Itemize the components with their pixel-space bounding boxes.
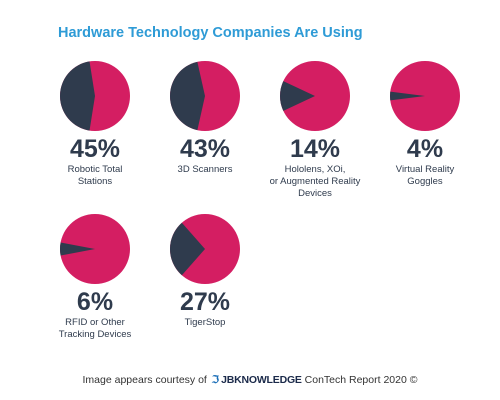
category-label: 3D Scanners <box>177 164 233 175</box>
pie-chart <box>280 61 350 131</box>
pie-chart <box>60 61 130 131</box>
pie-cell: 43% 3D Scanners <box>150 60 260 176</box>
footer-prefix: Image appears courtesy of <box>82 374 207 386</box>
footer-suffix: ConTech Report 2020 © <box>304 374 418 386</box>
pie-chart <box>390 61 460 131</box>
pie-cell: 4% Virtual Reality Goggles <box>370 60 480 188</box>
pie-slice-value <box>390 91 425 101</box>
percent-label: 43% <box>179 135 231 163</box>
percent-label: 6% <box>76 288 114 316</box>
category-label: Hololens, XOi, or Augmented Reality Devi… <box>269 164 361 199</box>
pie-slice-value <box>169 61 205 131</box>
category-label: TigerStop <box>184 317 226 328</box>
pie-slice-value <box>280 81 315 111</box>
chart-title: Hardware Technology Companies Are Using <box>58 25 363 41</box>
pie-cell: 27% TigerStop <box>150 213 260 329</box>
category-label: Robotic Total Stations <box>67 164 123 187</box>
pie-slice-value <box>170 222 205 276</box>
jbknowledge-logo-icon: ℑ <box>211 374 220 386</box>
percent-label: 4% <box>406 135 444 163</box>
footer: Image appears courtesy of ℑ JBKNOWLEDGE C… <box>0 374 500 386</box>
percent-label: 45% <box>69 135 121 163</box>
category-label: RFID or Other Tracking Devices <box>58 317 132 340</box>
pie-cell: 6% RFID or Other Tracking Devices <box>40 213 150 341</box>
category-label: Virtual Reality Goggles <box>395 164 455 187</box>
percent-label: 14% <box>289 135 341 163</box>
pie-chart <box>170 214 240 284</box>
pie-chart <box>169 61 240 131</box>
pie-chart <box>60 214 130 284</box>
jbknowledge-logo: JBKNOWLEDGE <box>221 374 302 386</box>
pie-slice-value <box>60 242 95 256</box>
pie-slice-value <box>60 61 95 131</box>
pie-cell: 45% Robotic Total Stations <box>40 60 150 188</box>
percent-label: 27% <box>179 288 231 316</box>
pie-cell: 14% Hololens, XOi, or Augmented Reality D… <box>260 60 370 200</box>
